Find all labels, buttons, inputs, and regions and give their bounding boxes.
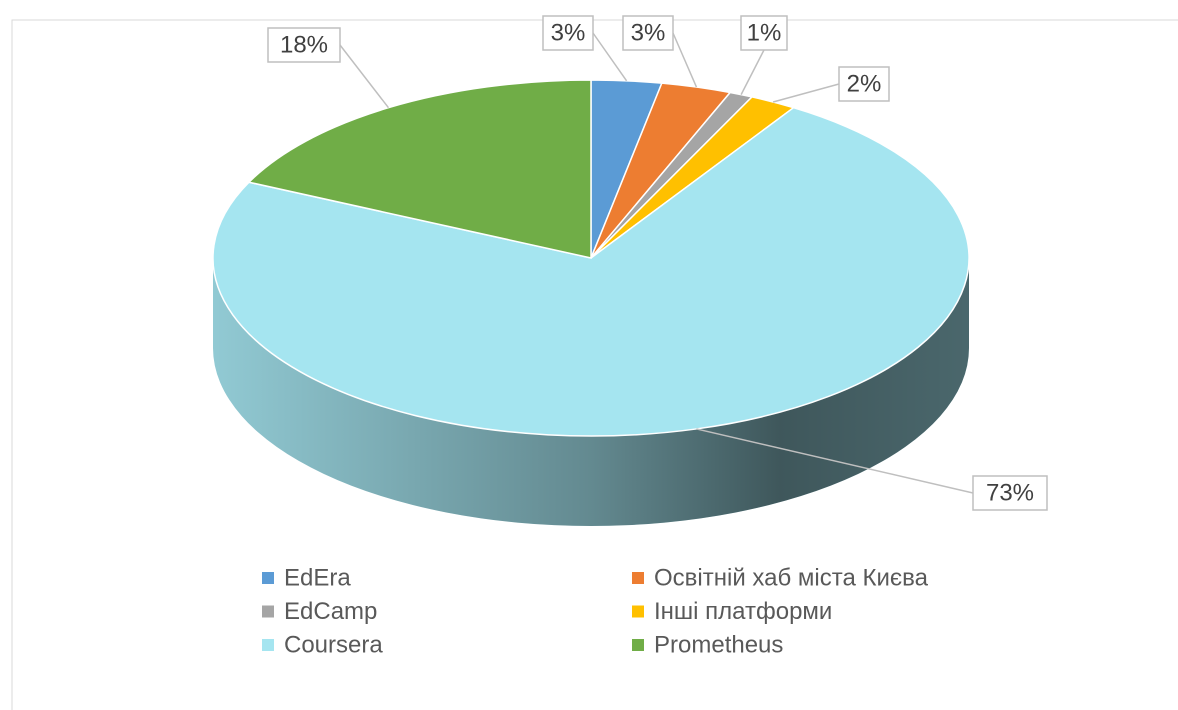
data-label: 73% [986,479,1034,506]
legend-label: EdEra [284,564,351,591]
data-label: 1% [747,19,782,46]
legend-label: Освітній хаб міста Києва [654,564,929,591]
slice-side-shade [213,258,969,526]
label-box [838,66,890,102]
legend-swatch [632,572,644,584]
leader-line [592,32,628,82]
data-label: 18% [280,31,328,58]
leader-line [772,83,840,103]
slice [212,106,970,437]
label-box [972,475,1048,511]
data-label: 2% [847,70,882,97]
legend-label: Coursera [284,631,383,658]
legend-swatch [632,639,644,651]
leader-line [740,49,765,95]
label-box [622,15,674,51]
legend-swatch [262,605,274,618]
label-box [740,15,788,51]
label-box [542,15,594,51]
legend-label: Prometheus [654,631,783,658]
chart-frame [11,19,1178,710]
leader-line [696,428,974,494]
leader-line [339,44,390,109]
legend-swatch [632,605,644,618]
label-box [267,27,341,63]
slice [247,79,592,259]
data-label: 3% [551,19,586,46]
data-label: 3% [631,19,666,46]
legend-swatch [262,572,274,584]
legend-swatch [262,639,274,651]
leader-line [672,32,698,88]
legend-label: Інші платформи [654,598,832,625]
legend-label: EdCamp [284,598,377,625]
